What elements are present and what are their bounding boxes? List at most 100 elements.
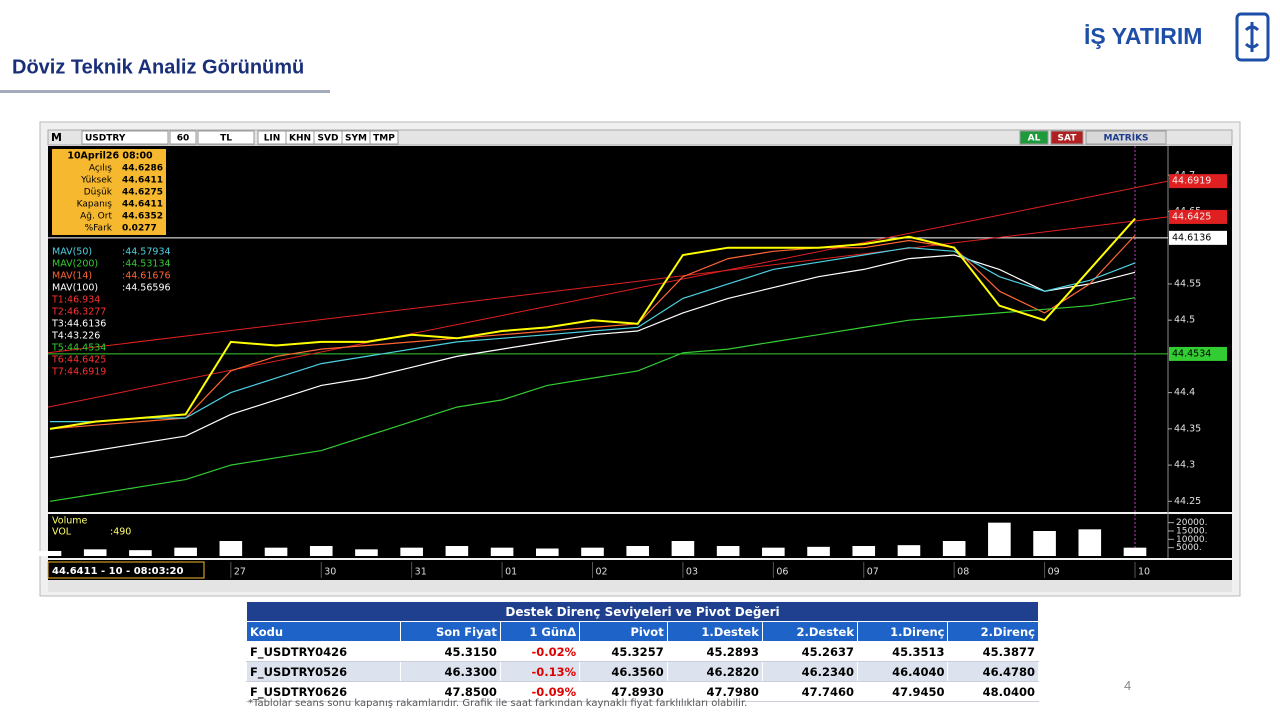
table-row: F_USDTRY0426 45.3150 -0.02% 45.3257 45.2893 4… <box>246 641 1039 662</box>
level-label: T4:43.226 <box>51 331 100 342</box>
buy-button: AL <box>1028 134 1041 144</box>
x-tick-label: 08 <box>957 567 969 578</box>
level-box <box>1169 230 1227 245</box>
volume-bar <box>852 546 876 556</box>
toolbar-button-box <box>369 130 399 145</box>
volume-tick-label: 15000. <box>1176 527 1208 537</box>
info-value: 44.6411 <box>122 176 163 186</box>
volume-bar <box>129 550 152 556</box>
table-cell: 47.7980 <box>666 681 763 702</box>
legend-value: :44.61676 <box>122 271 171 282</box>
volume-bar <box>400 547 423 556</box>
table-cell: 47.8500 <box>399 681 501 702</box>
level-label: T6:44.6425 <box>51 355 106 366</box>
volume-bar <box>671 541 695 556</box>
volume-bar <box>581 547 604 556</box>
status-text: 44.6411 - 10 - 08:03:20 <box>52 566 183 577</box>
table-header: Kodu Son Fiyat 1 GünΔ Pivot 1.Destek 2.Destek… <box>246 621 1039 642</box>
level-value: 44.6425 <box>1172 211 1211 222</box>
volume-bar <box>762 547 785 556</box>
table-cell: 47.9450 <box>857 681 949 702</box>
ma-line <box>49 297 1136 502</box>
info-value: 44.6275 <box>122 188 163 198</box>
table-cell: 45.2893 <box>666 641 763 662</box>
table-cell: -0.09% <box>499 681 581 702</box>
table-row: F_USDTRY0626 47.8500 -0.09% 47.8930 47.7980 4… <box>246 681 1039 702</box>
volume-bar <box>1033 531 1056 556</box>
volume-bar <box>355 549 378 556</box>
info-label: %Fark <box>85 224 113 234</box>
table-cell: 48.0400 <box>947 681 1039 702</box>
level-label: T7:44.6919 <box>51 367 106 378</box>
legend-name: MAV(200) <box>52 259 98 270</box>
table-cell: 46.2340 <box>761 661 859 682</box>
info-date: 10April26 08:00 <box>67 151 153 162</box>
title-underline <box>0 90 330 93</box>
info-value: 44.6286 <box>122 164 163 174</box>
x-tick-label: 31 <box>415 567 427 578</box>
info-value: 44.6352 <box>122 212 163 222</box>
level-label: T1:46.934 <box>51 295 100 306</box>
y-tick-label: 44.5 <box>1174 315 1195 326</box>
y-tick-label: 44.25 <box>1174 496 1201 507</box>
volume-bar <box>38 551 62 556</box>
column-header: 2.Direnç <box>947 621 1039 642</box>
volume-bar <box>174 547 197 556</box>
legend-value: :44.56596 <box>122 283 171 294</box>
toolbar-button: SVD <box>318 134 339 144</box>
currency-box <box>197 130 255 145</box>
volume-bar <box>897 545 921 556</box>
info-box <box>52 149 166 235</box>
column-header: Pivot <box>579 621 668 642</box>
x-tick-label: 02 <box>596 567 608 578</box>
table-cell: F_USDTRY0426 <box>246 641 401 662</box>
table-cell: 46.3560 <box>579 661 668 682</box>
table-cell: 46.4780 <box>947 661 1039 682</box>
x-tick-label: 03 <box>686 567 698 578</box>
toolbar-button: KHN <box>289 134 311 144</box>
volume-last: :490 <box>110 527 131 538</box>
status-box <box>47 561 205 579</box>
volume-bar <box>716 546 740 556</box>
y-tick-label: 44.4 <box>1174 387 1195 398</box>
y-tick-label: 44.55 <box>1174 278 1201 289</box>
x-tick-label: 07 <box>867 567 879 578</box>
volume-bar <box>264 547 288 556</box>
table-cell: 45.3877 <box>947 641 1039 662</box>
logo-text: İŞ YATIRIM <box>1084 23 1202 49</box>
volume-bar <box>219 541 243 556</box>
trend-line <box>47 216 1169 354</box>
info-label: Açılış <box>89 164 112 174</box>
sell-button: SAT <box>1058 134 1078 144</box>
buy-button-box <box>1019 130 1049 145</box>
legend-value: :44.57934 <box>122 247 171 258</box>
brand: MATRİKS <box>1103 133 1148 144</box>
symbol-box <box>81 130 169 145</box>
column-header: 2.Destek <box>761 621 859 642</box>
table-body: F_USDTRY0426 45.3150 -0.02% 45.3257 45.2893 4… <box>246 641 1039 702</box>
table-title: Destek Direnç Seviyeleri ve Pivot Değeri <box>246 601 1039 622</box>
volume-bar <box>83 549 107 556</box>
level-value: 44.4534 <box>1172 348 1211 359</box>
table-cell: F_USDTRY0626 <box>246 681 401 702</box>
table-cell: F_USDTRY0526 <box>246 661 401 682</box>
period: 60 <box>177 134 190 144</box>
table-cell: 45.2637 <box>761 641 859 662</box>
x-tick-label: 27 <box>234 567 246 578</box>
table-cell: 46.4040 <box>857 661 949 682</box>
table-row: F_USDTRY0526 46.3300 -0.13% 46.3560 46.2820 4… <box>246 661 1039 682</box>
volume-bar <box>626 546 650 556</box>
legend-name: MAV(100) <box>52 283 98 294</box>
info-value: 44.6411 <box>122 200 163 210</box>
brand-box <box>1085 130 1167 145</box>
volume-bar <box>1123 547 1147 556</box>
y-tick-label: 44.3 <box>1174 460 1195 471</box>
currency: TL <box>220 134 232 144</box>
volume-tick-label: 10000. <box>1176 535 1208 545</box>
level-label: T2:46.3277 <box>51 307 106 318</box>
level-label: T5:44.4534 <box>51 343 106 354</box>
level-label: T3:44.6136 <box>51 319 106 330</box>
price-line <box>49 218 1136 430</box>
volume-name: VOL <box>52 527 72 538</box>
